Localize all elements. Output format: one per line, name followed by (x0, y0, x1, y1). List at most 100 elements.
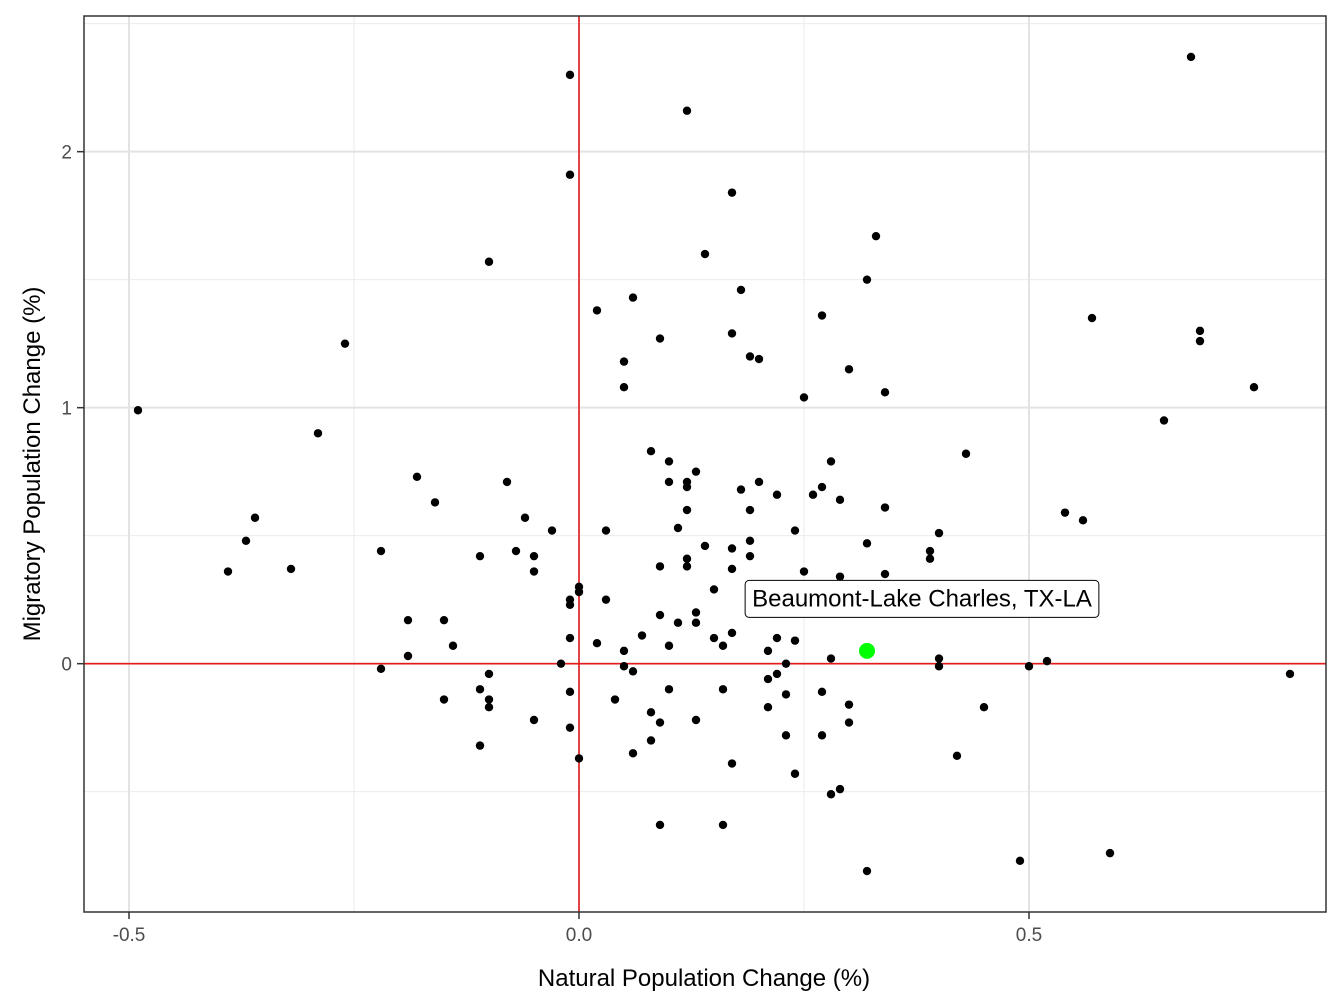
data-point (763, 646, 773, 656)
data-point (592, 306, 602, 315)
data-point (700, 541, 710, 551)
y-axis-title: Migratory Population Change (%) (19, 287, 46, 642)
data-point (511, 546, 521, 556)
data-point (646, 447, 656, 456)
data-point (574, 587, 584, 597)
data-point (682, 562, 692, 571)
data-point (1105, 848, 1115, 858)
data-point (727, 759, 737, 768)
data-point (952, 751, 962, 761)
data-point (871, 231, 881, 241)
data-point (646, 736, 656, 745)
panel-border (83, 15, 1327, 913)
data-point (1078, 516, 1088, 525)
data-point (700, 249, 710, 259)
data-point (709, 633, 719, 643)
data-point (340, 339, 350, 348)
data-point (250, 513, 260, 522)
reference-lines (84, 16, 1326, 912)
data-point (808, 490, 818, 499)
data-point (1060, 508, 1070, 517)
data-point (484, 669, 494, 679)
data-point (925, 546, 935, 556)
data-point (790, 526, 800, 535)
x-tick-label: 0.0 (566, 925, 592, 946)
data-point (772, 669, 782, 679)
data-point (1087, 313, 1097, 323)
data-point (655, 820, 665, 830)
data-point (880, 503, 890, 512)
data-point (745, 352, 755, 361)
data-point (646, 708, 656, 717)
data-point (1042, 656, 1052, 666)
data-point (862, 275, 872, 284)
data-point (610, 695, 620, 704)
data-point (628, 749, 638, 758)
data-point (556, 659, 566, 668)
data-point (925, 554, 935, 563)
data-point (826, 790, 836, 799)
data-point (934, 528, 944, 538)
data-point (439, 695, 449, 704)
data-point (529, 567, 539, 576)
x-tick-label: 0.5 (1016, 925, 1042, 946)
data-point (664, 477, 674, 487)
data-point (241, 536, 251, 545)
data-point (619, 357, 629, 366)
data-point (835, 572, 845, 581)
data-point (727, 329, 737, 338)
data-point (601, 526, 611, 535)
data-point (565, 633, 575, 643)
data-point (655, 562, 665, 571)
data-point (1195, 336, 1205, 346)
data-point (979, 703, 989, 712)
highlighted-metro: Beaumont-Lake Charles, TX-LA (744, 579, 1100, 659)
data-point (484, 695, 494, 704)
data-point (1195, 326, 1205, 336)
data-point (133, 406, 143, 415)
data-point (1249, 383, 1259, 392)
axes: -0.5 0.0 0.5 0 1 2 (61, 143, 1042, 946)
data-point (682, 505, 692, 515)
data-point (664, 641, 674, 650)
data-point (844, 700, 854, 709)
data-point (430, 498, 440, 507)
data-point (520, 513, 530, 522)
data-point (727, 188, 737, 197)
data-point (862, 539, 872, 548)
data-point (1186, 52, 1196, 62)
data-point (799, 393, 809, 402)
data-point (565, 723, 575, 732)
data-point (718, 820, 728, 830)
data-point (502, 477, 512, 487)
data-point (817, 687, 827, 697)
data-point (790, 769, 800, 778)
data-point (403, 615, 413, 625)
data-point (745, 505, 755, 515)
data-point (781, 731, 791, 740)
data-point (376, 546, 386, 556)
data-point (835, 495, 845, 505)
data-point (403, 651, 413, 661)
data-point (1159, 416, 1169, 425)
data-point (880, 569, 890, 579)
data-point (601, 595, 611, 604)
data-point (736, 285, 746, 295)
data-point (772, 633, 782, 643)
data-point (565, 687, 575, 697)
data-point (619, 662, 629, 671)
data-point (736, 485, 746, 494)
data-point (475, 685, 485, 694)
data-point (844, 365, 854, 374)
data-point (718, 641, 728, 650)
data-point (655, 610, 665, 620)
data-point (718, 685, 728, 694)
data-point (682, 482, 692, 492)
y-tick-label: 1 (61, 399, 72, 420)
data-point (835, 784, 845, 794)
data-point (763, 703, 773, 712)
data-point (673, 618, 683, 627)
data-point (673, 523, 683, 533)
data-points (133, 52, 1295, 876)
